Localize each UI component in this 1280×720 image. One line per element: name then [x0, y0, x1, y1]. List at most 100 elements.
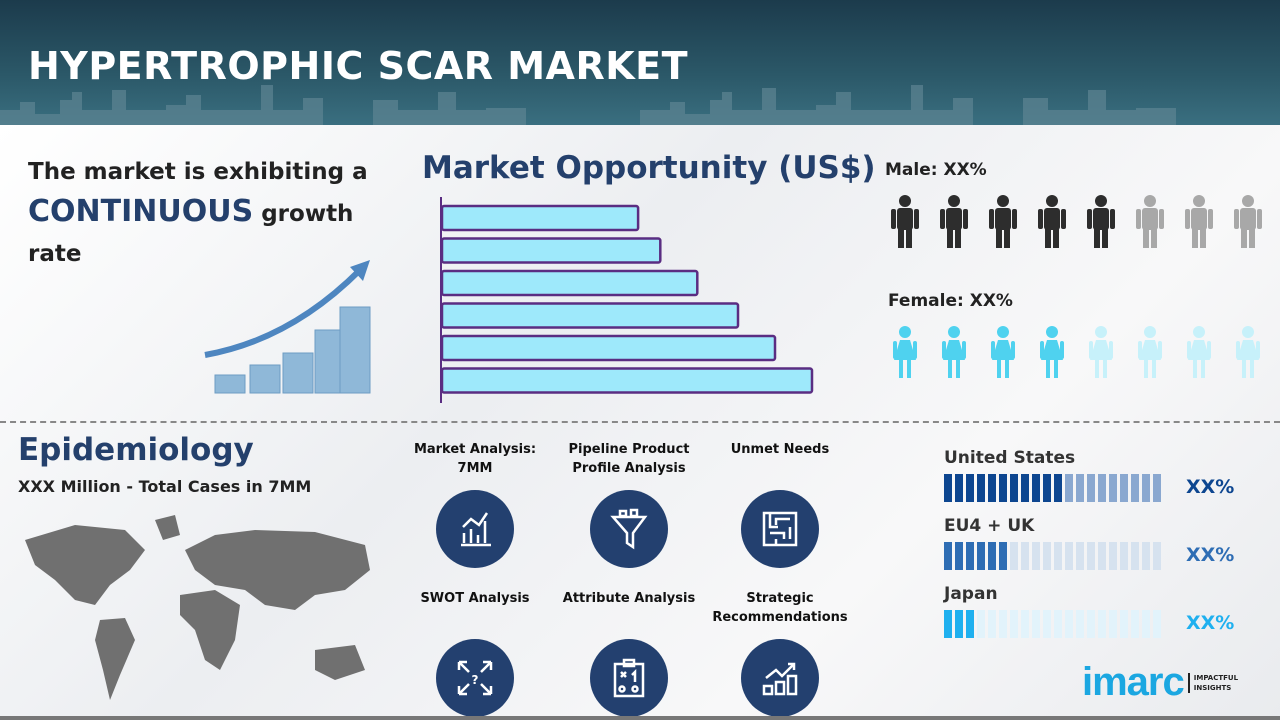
chart-bar: [440, 204, 640, 232]
region-item: United States XX%: [944, 448, 1234, 502]
female-person-icon: [1223, 326, 1272, 385]
progress-segment: [1054, 542, 1062, 570]
progress-segment: [1153, 610, 1161, 638]
progress-segment: [1076, 610, 1084, 638]
feature-item: Strategic Recommendations: [700, 589, 860, 717]
male-person-icon: [1027, 195, 1076, 254]
male-person-icon: [1223, 195, 1272, 254]
city-skyline-graphic: [0, 85, 1176, 125]
progress-segment: [1120, 474, 1128, 502]
progress-segment: [1087, 474, 1095, 502]
epidemiology-title: Epidemiology: [18, 432, 254, 468]
progress-segment: [955, 474, 963, 502]
feature-label: Strategic Recommendations: [712, 591, 848, 625]
progress-segment: [1010, 474, 1018, 502]
male-person-icon: [978, 195, 1027, 254]
maze-icon: [741, 490, 819, 568]
progress-segment: [1153, 474, 1161, 502]
progress-segment: [1065, 474, 1073, 502]
feature-label: Pipeline Product Profile Analysis: [568, 442, 690, 476]
region-name: Japan: [944, 584, 998, 604]
clipboard-strategy-icon: [590, 639, 668, 717]
progress-segment: [1109, 542, 1117, 570]
chart-bar: [440, 302, 740, 329]
logo-tagline: IMPACTFUL INSIGHTS: [1187, 672, 1238, 693]
section-divider: [0, 421, 1280, 423]
progress-segment: [977, 474, 985, 502]
progress-segment: [955, 610, 963, 638]
feature-item: Pipeline Product Profile Analysis: [549, 440, 709, 568]
bar-line-chart-icon: [436, 490, 514, 568]
progress-segment: [1054, 474, 1062, 502]
feature-label: SWOT Analysis: [420, 591, 530, 606]
progress-segment: [1131, 474, 1139, 502]
region-percentage: XX%: [1186, 476, 1235, 498]
progress-segment: [944, 610, 952, 638]
female-person-icon: [1027, 326, 1076, 385]
chart-bar: [440, 269, 699, 297]
female-person-icon: [1125, 326, 1174, 385]
progress-segment: [1142, 610, 1150, 638]
progress-segment: [1076, 474, 1084, 502]
progress-segment: [988, 610, 996, 638]
swot-arrows-icon: ?: [436, 639, 514, 717]
progress-segment: [1021, 542, 1029, 570]
progress-segment: [1098, 542, 1106, 570]
progress-segment: [1109, 474, 1117, 502]
female-icons: [880, 326, 1272, 385]
progress-segment: [1032, 610, 1040, 638]
female-person-icon: [1174, 326, 1223, 385]
progress-segment: [944, 542, 952, 570]
female-person-icon: [929, 326, 978, 385]
progress-segment: [1120, 610, 1128, 638]
region-item: Japan XX%: [944, 584, 1234, 638]
progress-segment: [1065, 542, 1073, 570]
male-icons: [880, 195, 1272, 254]
world-map-graphic: [25, 515, 370, 700]
feature-item: Market Analysis: 7MM: [395, 440, 555, 568]
progress-segment: [1076, 542, 1084, 570]
growth-bars-arrow-icon: [204, 260, 371, 394]
progress-segment: [955, 542, 963, 570]
market-opportunity-chart: [440, 197, 814, 403]
growth-line-3: rate: [28, 241, 82, 267]
progress-segment: [1087, 542, 1095, 570]
logo-text: imarc: [1082, 660, 1185, 704]
feature-item: SWOT Analysis?: [395, 589, 555, 717]
growth-line-1: The market is exhibiting a: [28, 159, 368, 185]
progress-segment: [966, 474, 974, 502]
region-progress-bar: [944, 610, 1161, 638]
growth-statement: The market is exhibiting a CONTINUOUS gr…: [28, 152, 368, 274]
male-person-icon: [880, 195, 929, 254]
region-progress-bar: [944, 542, 1161, 570]
chart-bar: [440, 237, 662, 264]
progress-segment: [1153, 542, 1161, 570]
progress-segment: [966, 610, 974, 638]
progress-segment: [966, 542, 974, 570]
progress-segment: [1010, 610, 1018, 638]
male-person-icon: [1125, 195, 1174, 254]
header-banner: HYPERTROPHIC SCAR MARKET: [0, 0, 1280, 125]
progress-segment: [1043, 610, 1051, 638]
female-person-icon: [880, 326, 929, 385]
progress-segment: [1087, 610, 1095, 638]
progress-segment: [1065, 610, 1073, 638]
svg-text:?: ?: [472, 673, 479, 687]
progress-segment: [977, 610, 985, 638]
feature-label: Unmet Needs: [730, 442, 830, 457]
feature-item: Unmet Needs: [700, 440, 860, 568]
progress-segment: [977, 542, 985, 570]
progress-segment: [1054, 610, 1062, 638]
feature-label: Market Analysis: 7MM: [413, 442, 537, 476]
region-name: United States: [944, 448, 1076, 468]
progress-segment: [999, 474, 1007, 502]
growth-chart-icon: [741, 639, 819, 717]
region-percentage: XX%: [1186, 544, 1235, 566]
progress-segment: [1010, 542, 1018, 570]
region-item: EU4 + UK XX%: [944, 516, 1234, 570]
progress-segment: [1043, 542, 1051, 570]
male-label: Male: XX%: [885, 160, 987, 180]
progress-segment: [988, 542, 996, 570]
feature-item: Attribute Analysis: [549, 589, 709, 717]
progress-segment: [1098, 610, 1106, 638]
